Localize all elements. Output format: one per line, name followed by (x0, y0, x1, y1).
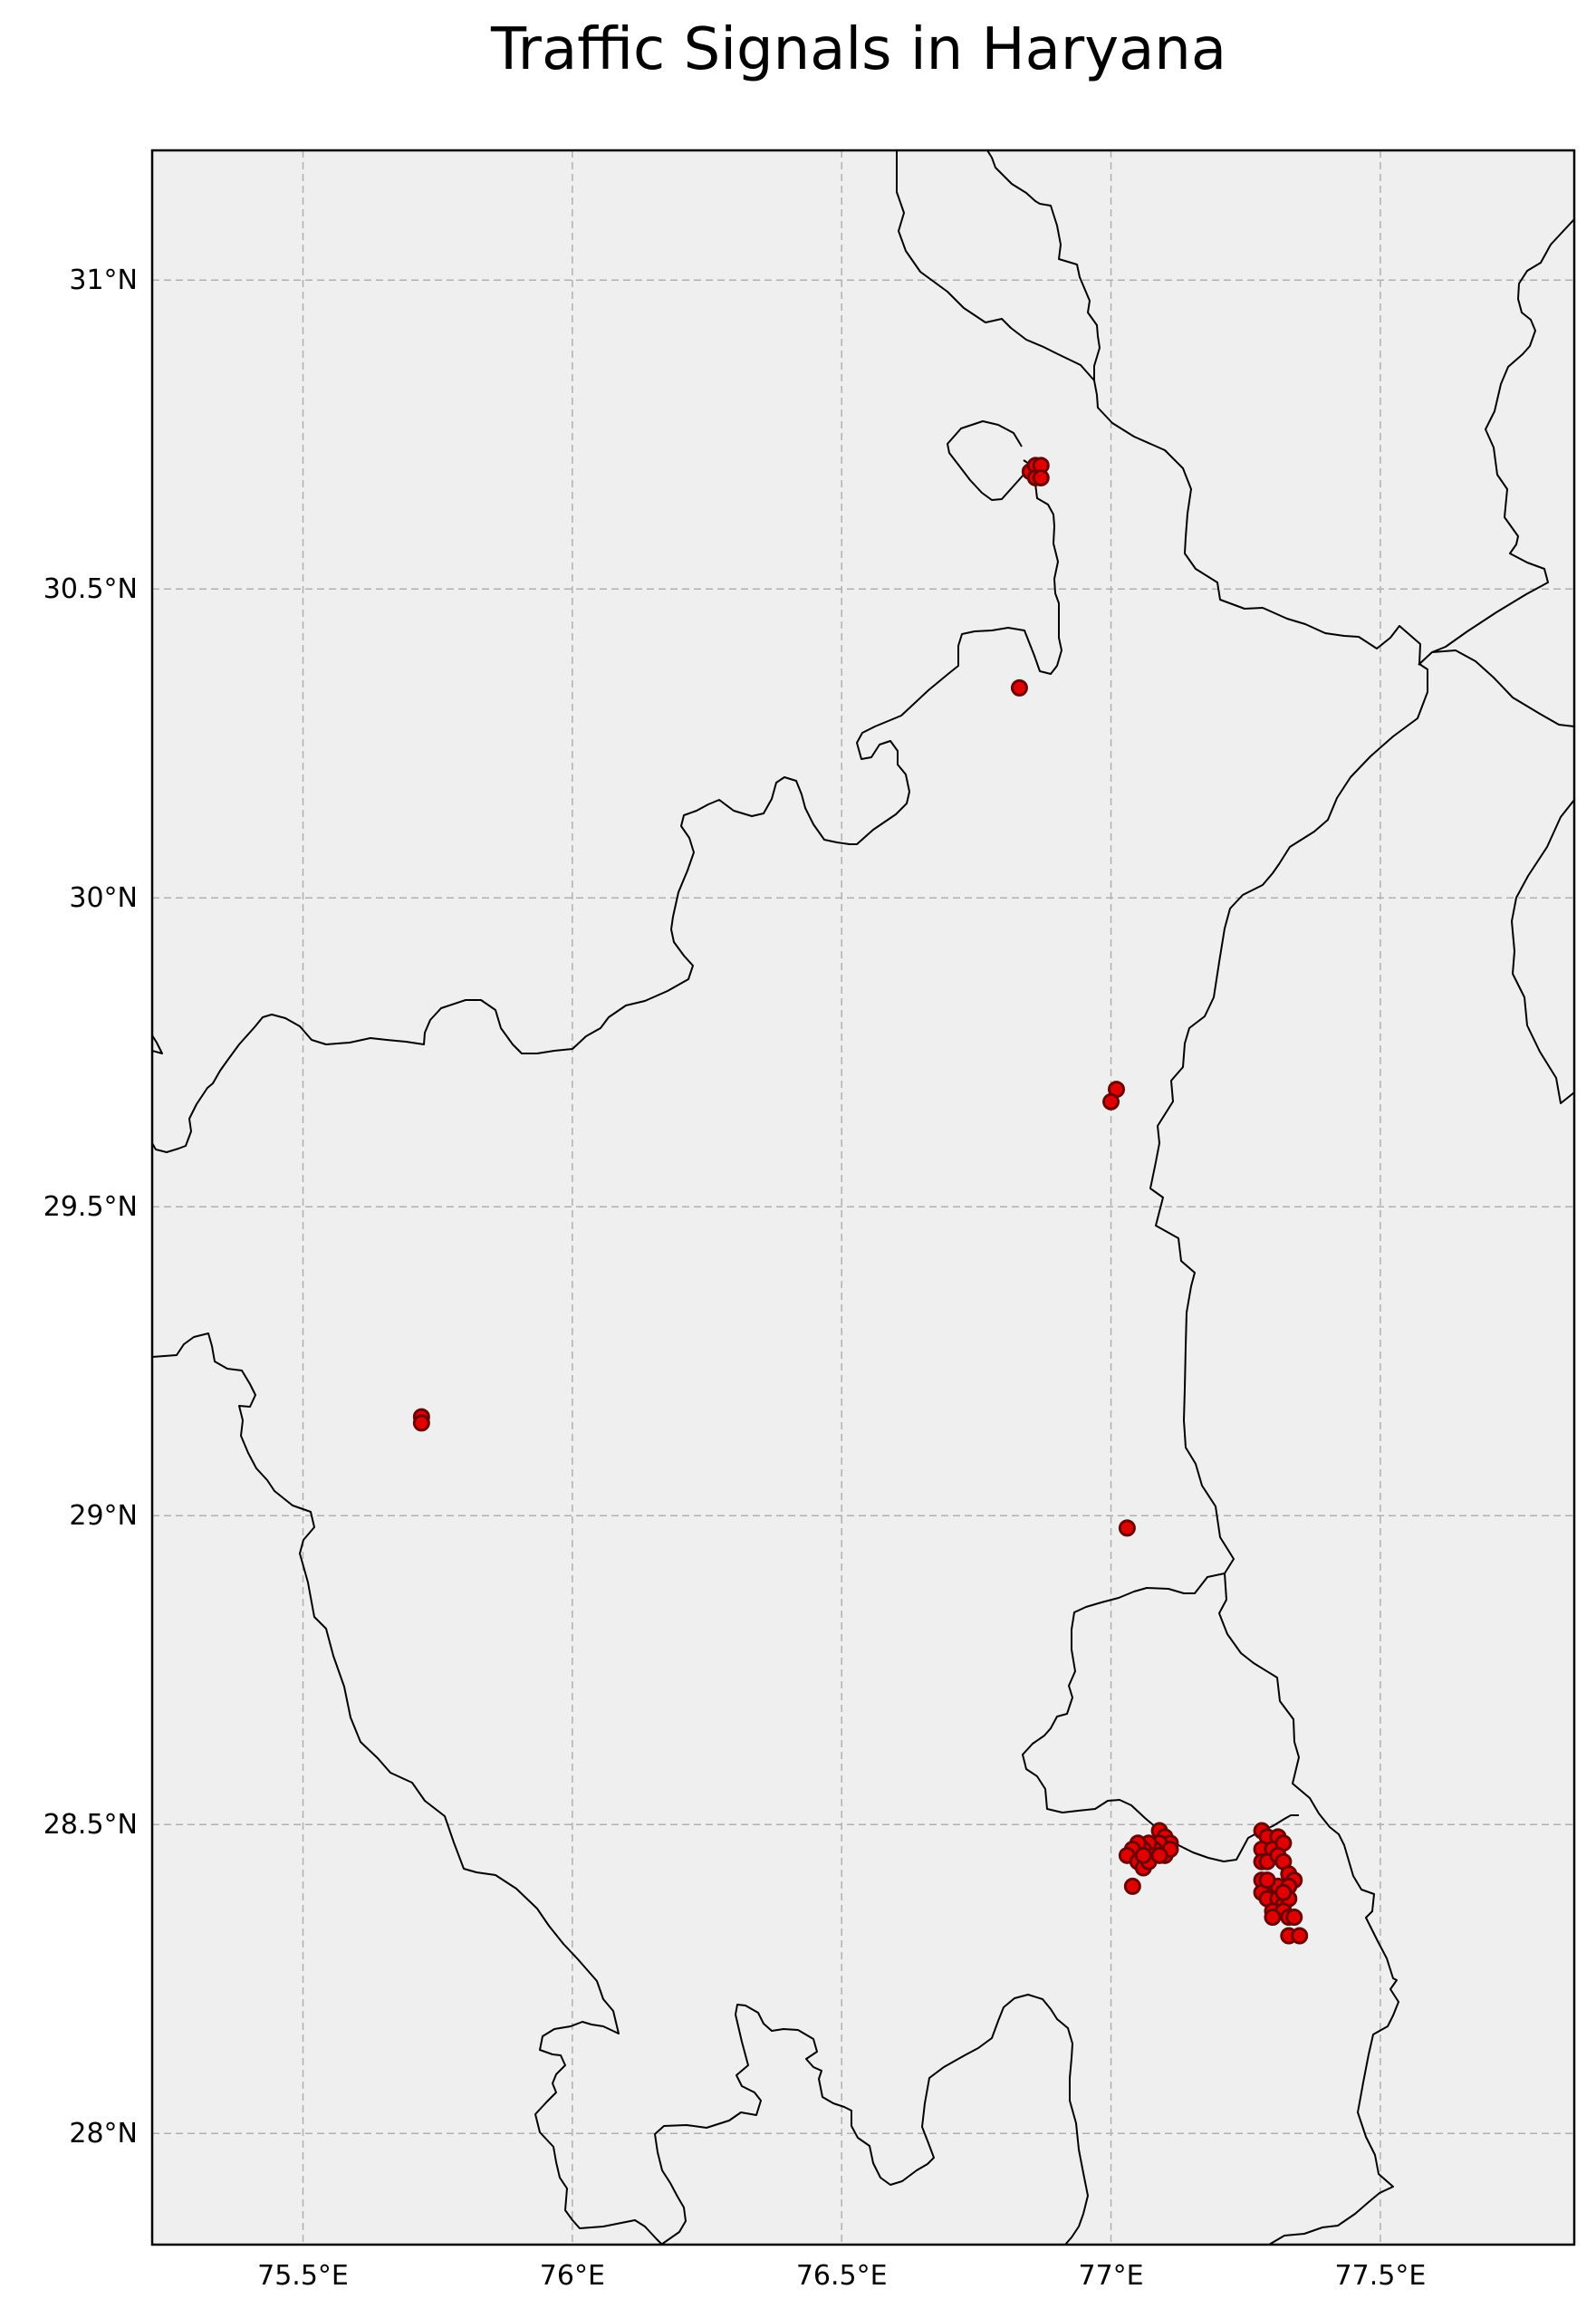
traffic-signal-point (412, 1414, 430, 1432)
boundary-line (896, 150, 1428, 2245)
x-tick-label: 76°E (540, 2260, 605, 2292)
traffic-signal-point (1010, 678, 1028, 697)
axis-ticks: 75.5°E 76°E 76.5°E 77°E 77.5°E 31°N 30.5°N 30°N… (43, 265, 1427, 2292)
traffic-signal-point (1032, 468, 1050, 486)
axes-frame (150, 149, 1576, 2246)
x-tick-label: 75.5°E (257, 2260, 349, 2292)
boundary-line (947, 420, 1030, 501)
boundary-line (654, 1994, 1089, 2245)
y-tick-label: 28.5°N (43, 1809, 138, 1841)
traffic-signal-point (1285, 1909, 1303, 1927)
boundary-line (152, 1332, 663, 2245)
boundary-line (1431, 649, 1574, 727)
x-tick-label: 77°E (1078, 2260, 1143, 2292)
traffic-signal-point (1123, 1877, 1141, 1895)
y-tick-label: 30°N (69, 882, 138, 914)
map-title: Traffic Signals in Haryana (490, 16, 1226, 83)
y-tick-label: 28°N (69, 2118, 138, 2150)
y-tick-label: 31°N (69, 265, 138, 296)
boundary-line (152, 1034, 163, 1054)
y-tick-label: 29.5°N (43, 1191, 138, 1223)
boundary-line (152, 473, 1062, 1153)
y-tick-label: 30.5°N (43, 573, 138, 605)
boundary-line (986, 150, 1101, 380)
traffic-signal-point (1118, 1519, 1136, 1537)
boundary-line (1022, 1573, 1299, 1862)
traffic-signal-point (1258, 1871, 1276, 1890)
state-boundaries (152, 150, 1574, 2245)
traffic-signal-point (1264, 1909, 1282, 1927)
gridlines (152, 150, 1574, 2245)
traffic-signal-point (1274, 1883, 1293, 1901)
traffic-signal-point (1102, 1092, 1120, 1111)
boundary-line (1418, 218, 1574, 666)
traffic-signal-point (1134, 1846, 1152, 1864)
x-tick-label: 76.5°E (796, 2260, 888, 2292)
y-tick-label: 29°N (69, 1500, 138, 1532)
traffic-signal-point (1291, 1927, 1309, 1945)
boundary-line (1511, 799, 1574, 1104)
x-tick-label: 77.5°E (1335, 2260, 1427, 2292)
traffic-signal-points (412, 457, 1309, 1945)
plot-area (152, 150, 1574, 2245)
traffic-signal-point (1150, 1846, 1168, 1864)
